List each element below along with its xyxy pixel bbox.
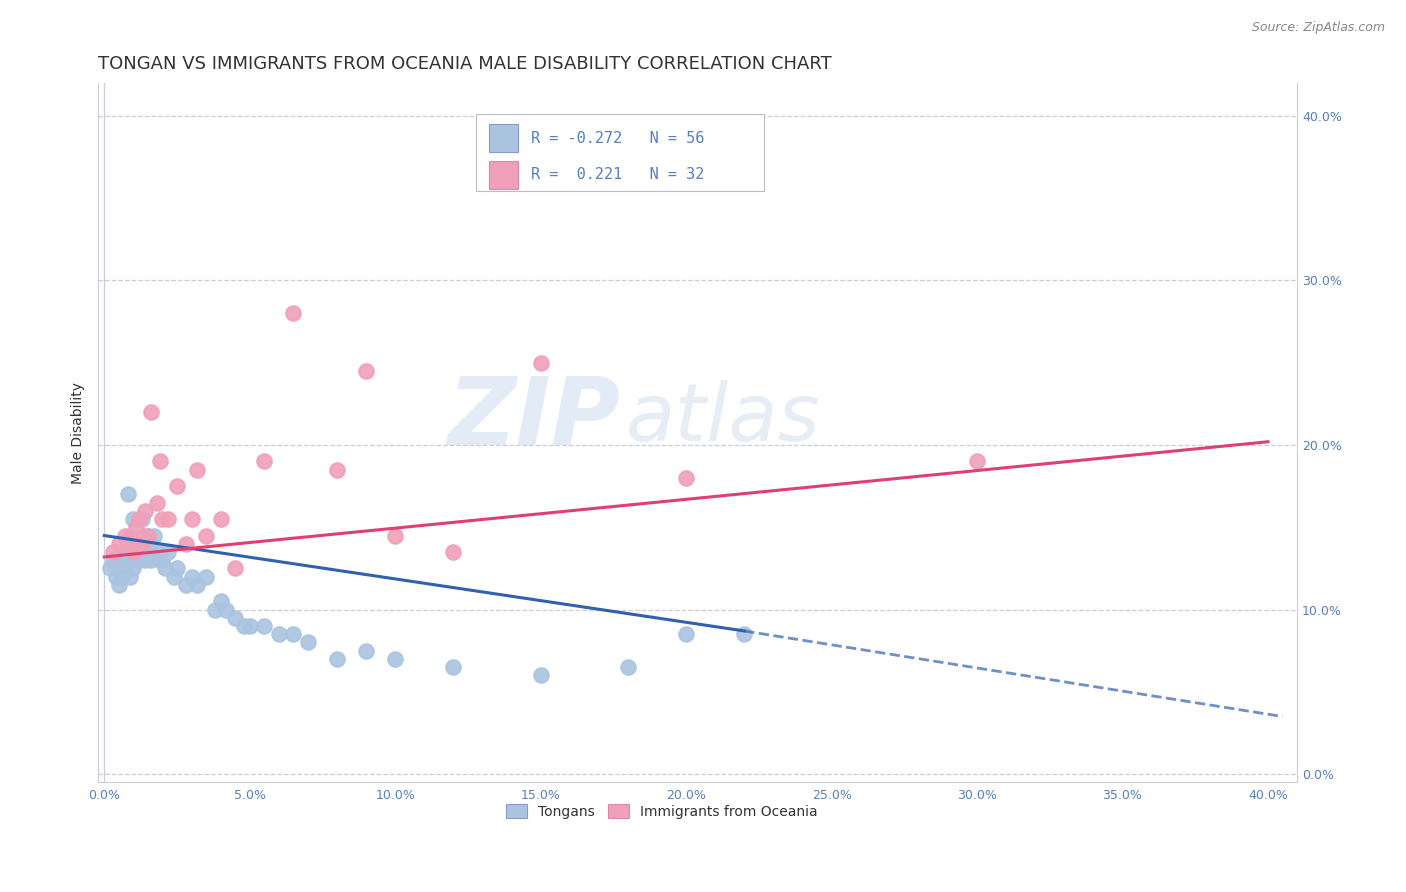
Point xyxy=(384,652,406,666)
Point xyxy=(253,454,276,468)
Y-axis label: Male Disability: Male Disability xyxy=(72,382,86,483)
Point xyxy=(283,306,305,320)
Point xyxy=(155,561,177,575)
Point xyxy=(136,528,159,542)
Point xyxy=(104,569,127,583)
Text: R = -0.272   N = 56: R = -0.272 N = 56 xyxy=(531,131,704,145)
Point xyxy=(117,553,139,567)
Point xyxy=(209,594,232,608)
Point xyxy=(136,528,159,542)
Point xyxy=(142,528,165,542)
Point xyxy=(114,545,136,559)
Point xyxy=(163,569,186,583)
Point xyxy=(186,578,208,592)
Point xyxy=(128,537,150,551)
Point xyxy=(122,545,145,559)
Text: Source: ZipAtlas.com: Source: ZipAtlas.com xyxy=(1251,21,1385,34)
Point xyxy=(98,561,121,575)
Point xyxy=(530,668,553,682)
Point xyxy=(675,471,697,485)
Text: ZIP: ZIP xyxy=(447,373,620,465)
Point xyxy=(128,553,150,567)
Point xyxy=(441,660,464,674)
Point xyxy=(180,569,202,583)
Point xyxy=(297,635,319,649)
Text: R =  0.221   N = 32: R = 0.221 N = 32 xyxy=(531,167,704,182)
Point xyxy=(617,660,640,674)
Point xyxy=(122,561,145,575)
Point xyxy=(139,405,162,419)
Point xyxy=(530,356,553,370)
Point xyxy=(209,512,232,526)
Point xyxy=(157,512,180,526)
Point xyxy=(174,537,197,551)
Point xyxy=(733,627,755,641)
Point xyxy=(166,561,188,575)
Point xyxy=(107,537,129,551)
Point xyxy=(354,364,377,378)
Point xyxy=(117,537,139,551)
Point xyxy=(134,504,156,518)
Point xyxy=(224,561,246,575)
Point xyxy=(326,652,349,666)
Point xyxy=(117,487,139,501)
Point xyxy=(114,528,136,542)
Point xyxy=(152,512,174,526)
Point xyxy=(148,454,170,468)
Point xyxy=(125,553,148,567)
FancyBboxPatch shape xyxy=(477,114,763,192)
Point xyxy=(267,627,290,641)
Point xyxy=(152,553,174,567)
Point xyxy=(326,463,349,477)
Point xyxy=(441,545,464,559)
Text: atlas: atlas xyxy=(626,380,821,458)
Point xyxy=(283,627,305,641)
Point xyxy=(195,528,218,542)
Point xyxy=(136,545,159,559)
Point xyxy=(215,602,238,616)
Point xyxy=(675,627,697,641)
Text: TONGAN VS IMMIGRANTS FROM OCEANIA MALE DISABILITY CORRELATION CHART: TONGAN VS IMMIGRANTS FROM OCEANIA MALE D… xyxy=(98,55,832,73)
Point xyxy=(195,569,218,583)
Point xyxy=(253,619,276,633)
Point xyxy=(131,545,153,559)
Point xyxy=(384,528,406,542)
Point xyxy=(166,479,188,493)
Point xyxy=(186,463,208,477)
Point xyxy=(145,545,167,559)
Point xyxy=(107,578,129,592)
Point xyxy=(139,553,162,567)
Point xyxy=(120,569,142,583)
Point xyxy=(157,545,180,559)
Point xyxy=(114,561,136,575)
Point xyxy=(128,512,150,526)
Point xyxy=(966,454,988,468)
FancyBboxPatch shape xyxy=(489,124,517,153)
Point xyxy=(180,512,202,526)
Point xyxy=(134,528,156,542)
Point xyxy=(354,643,377,657)
Point xyxy=(101,553,124,567)
Point xyxy=(111,569,134,583)
Point xyxy=(122,512,145,526)
Point xyxy=(125,520,148,534)
Point xyxy=(134,553,156,567)
Point xyxy=(101,545,124,559)
Point xyxy=(131,537,153,551)
Point xyxy=(239,619,262,633)
Legend: Tongans, Immigrants from Oceania: Tongans, Immigrants from Oceania xyxy=(501,798,824,824)
Point xyxy=(120,545,142,559)
Point xyxy=(122,545,145,559)
Point xyxy=(145,495,167,509)
Point xyxy=(148,553,170,567)
Point xyxy=(139,537,162,551)
Point xyxy=(224,611,246,625)
Point xyxy=(120,528,142,542)
Point xyxy=(131,512,153,526)
Point xyxy=(232,619,254,633)
Point xyxy=(204,602,226,616)
Point xyxy=(174,578,197,592)
FancyBboxPatch shape xyxy=(489,161,517,188)
Point xyxy=(111,553,134,567)
